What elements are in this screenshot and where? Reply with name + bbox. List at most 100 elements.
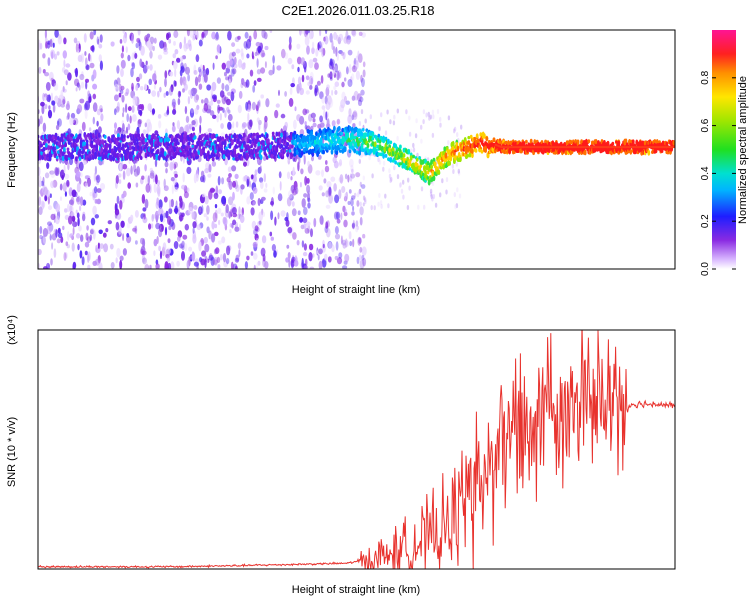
ridge-speck [313,135,317,140]
ridge-speck [209,147,213,151]
noise-speck [199,68,202,78]
noise-speck [353,90,359,101]
noise-speck [42,235,46,244]
noise-speck [278,89,280,96]
ridge-speck [395,146,399,151]
noise-speck [94,258,100,266]
noise-speck [76,182,81,193]
noise-speck [355,55,359,66]
figure-title: C2E1.2026.011.03.25.R18 [282,3,435,18]
noise-speck [113,79,118,88]
noise-speck [86,225,89,231]
noise-speck [71,118,75,124]
ridge-speck [108,143,112,150]
noise-speck [339,174,344,184]
noise-speck [214,209,218,219]
noise-speck [149,172,155,179]
noise-speck [362,61,366,68]
ridge-speck [227,155,231,160]
noise-speck [352,123,356,128]
noise-speck [187,96,191,105]
ridge-speck [427,179,431,183]
noise-speck [144,83,148,91]
noise-speck [245,43,248,51]
noise-speck [351,114,355,121]
noise-speck [84,100,90,111]
colorbar-label: Normalized spectral amplitude [737,76,749,224]
noise-speck [114,208,120,216]
noise-speck [133,95,136,101]
noise-speck [38,118,41,127]
ridge-speck [423,165,426,171]
noise-speck [303,206,308,216]
noise-speck [211,233,216,243]
ridge-speck [370,148,373,153]
noise-speck [63,164,66,174]
noise-speck [262,253,266,262]
noise-speck [185,43,190,50]
ridge-speck [97,156,101,161]
noise-speck [125,126,129,134]
noise-speck [164,70,168,79]
noise-speck [250,251,254,256]
ridge-speck [343,146,347,150]
noise-speck [306,45,310,55]
noise-speck [431,109,435,115]
noise-speck [226,177,231,183]
ridge-speck [94,139,97,143]
noise-speck [114,128,117,135]
noise-speck [453,126,457,132]
noise-speck [288,97,294,107]
noise-speck [74,78,80,87]
ridge-speck [220,148,224,152]
noise-speck [348,108,352,117]
noise-speck [137,119,143,125]
ridge-speck [75,156,78,162]
ridge-speck [432,175,436,182]
noise-speck [191,120,196,126]
noise-speck [221,82,225,91]
noise-speck [392,120,396,126]
ridge-speck [63,146,66,153]
noise-speck [82,213,86,222]
noise-speck [235,48,241,54]
ridge-speck [405,160,408,166]
noise-speck [167,262,172,269]
noise-speck [64,191,67,197]
noise-speck [60,89,64,100]
ridge-speck [156,148,160,155]
noise-speck [165,210,169,219]
noise-speck [43,186,48,197]
noise-speck [361,32,366,38]
noise-speck [179,212,183,222]
noise-speck [139,58,143,67]
noise-speck [203,30,209,36]
noise-speck [42,122,47,133]
ridge-speck [591,140,594,145]
noise-speck [47,195,51,205]
ridge-speck [55,155,59,160]
noise-speck [296,43,301,50]
noise-speck [158,245,162,252]
snr-panel: Height of straight line (km) SNR (10 * v… [6,315,676,596]
ridge-speck [64,143,67,148]
noise-speck [198,83,203,90]
noise-speck [38,166,41,177]
noise-speck [121,45,124,53]
noise-speck [49,193,52,198]
noise-speck [416,152,419,158]
noise-speck [201,99,204,104]
noise-speck [171,98,176,107]
noise-speck [79,98,85,104]
noise-speck [340,212,343,220]
noise-speck [116,195,120,205]
noise-speck [253,228,258,236]
noise-speck [309,266,315,269]
noise-speck [220,212,224,217]
ridge-speck [431,170,435,177]
noise-speck [142,150,146,159]
noise-speck [87,253,90,263]
noise-speck [225,204,229,214]
noise-speck [270,210,274,221]
noise-speck [127,106,132,112]
